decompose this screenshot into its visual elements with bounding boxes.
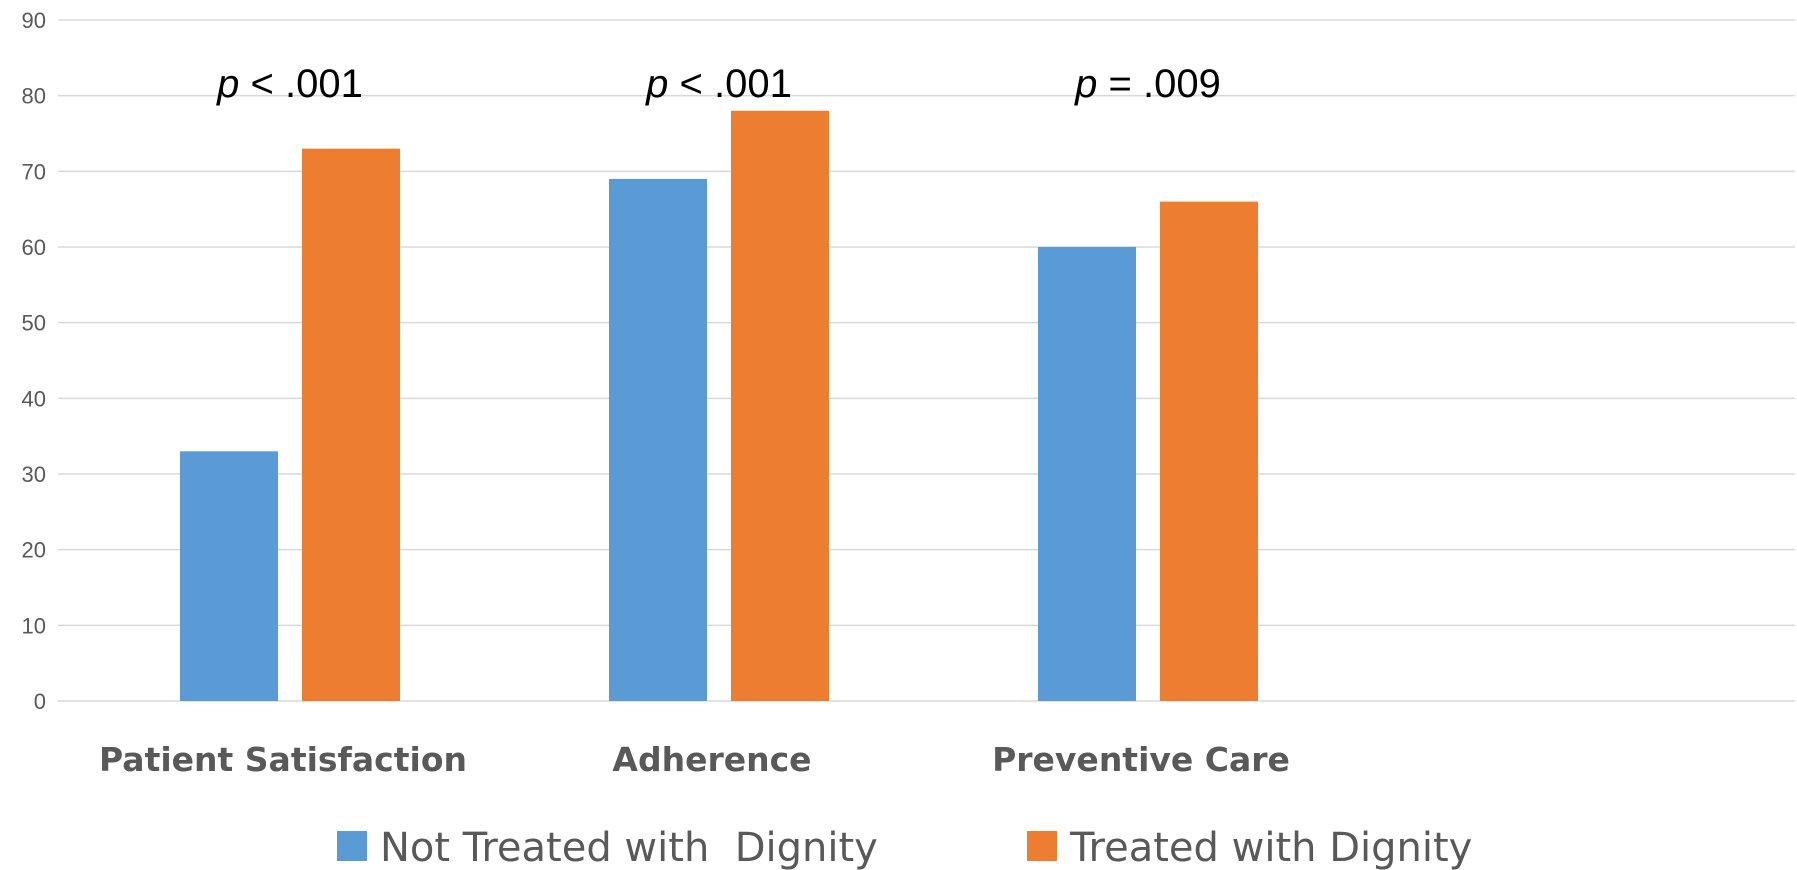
bar-treated-0 (302, 148, 400, 702)
p-symbol: p (1074, 62, 1097, 106)
legend-swatch (1027, 831, 1057, 861)
p-value-text: < .001 (239, 62, 362, 106)
x-category-label: Patient Satisfaction (99, 740, 467, 779)
bars (180, 110, 1258, 702)
y-tick-label: 40 (22, 386, 46, 411)
y-axis-ticks: 0 10 20 30 40 50 60 70 80 90 (22, 8, 46, 714)
p-value-annotation: p = .009 (1074, 62, 1221, 106)
p-value-text: = .009 (1097, 62, 1220, 106)
bar-not-treated-0 (180, 451, 278, 701)
legend-item-not-treated: Not Treated with Dignity (337, 825, 878, 870)
p-value-text: < .001 (668, 62, 791, 106)
y-tick-label: 50 (22, 311, 46, 336)
bar-treated-2 (1160, 201, 1258, 701)
legend-item-treated: Treated with Dignity (1027, 825, 1472, 870)
p-value-annotation: p < .001 (645, 62, 792, 106)
p-symbol: p (645, 62, 668, 106)
bar-not-treated-2 (1038, 247, 1136, 701)
x-category-label: Preventive Care (992, 740, 1290, 779)
y-tick-label: 90 (22, 8, 46, 33)
x-axis-category-labels: Patient Satisfaction Adherence Preventive … (99, 740, 1290, 779)
p-value-annotation: p < .001 (216, 62, 363, 106)
y-tick-label: 20 (22, 538, 46, 563)
legend-label: Treated with Dignity (1069, 825, 1472, 870)
y-tick-label: 60 (22, 235, 46, 260)
p-value-annotations: p < .001 p < .001 p = .009 (216, 62, 1221, 106)
legend: Not Treated with Dignity Treated with Dig… (337, 825, 1472, 870)
bar-not-treated-1 (609, 178, 707, 701)
y-tick-label: 0 (34, 689, 46, 714)
legend-label: Not Treated with Dignity (380, 825, 878, 870)
y-tick-label: 30 (22, 462, 46, 487)
p-symbol: p (216, 62, 239, 106)
legend-swatch (337, 831, 367, 861)
y-tick-label: 70 (22, 159, 46, 184)
y-tick-label: 80 (22, 84, 46, 109)
x-category-label: Adherence (612, 740, 811, 779)
y-tick-label: 10 (22, 613, 46, 638)
bar-treated-1 (731, 110, 829, 702)
